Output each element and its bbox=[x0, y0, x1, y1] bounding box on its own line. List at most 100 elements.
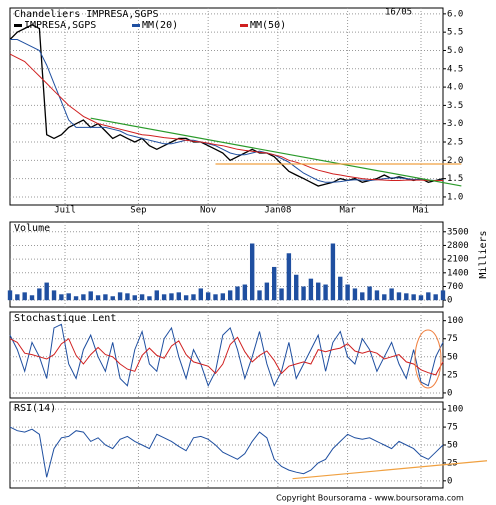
y-tick-label: 100 bbox=[447, 405, 463, 415]
bar bbox=[440, 290, 446, 301]
y-tick-label: 2800 bbox=[447, 241, 469, 251]
bar bbox=[117, 292, 123, 301]
bar bbox=[345, 284, 350, 301]
bar bbox=[37, 288, 42, 301]
bar bbox=[242, 284, 248, 301]
bar bbox=[404, 293, 409, 301]
y-tick-label: 50 bbox=[447, 352, 458, 362]
y-tick-label: 1400 bbox=[447, 268, 469, 278]
bar bbox=[352, 288, 358, 301]
legend-swatch bbox=[240, 24, 248, 27]
x-tick-label: Sep bbox=[130, 206, 146, 216]
y-tick-label: 3500 bbox=[447, 227, 469, 237]
y-tick-label: 100 bbox=[447, 316, 463, 326]
bar bbox=[235, 286, 240, 301]
y-tick-label: 2.0 bbox=[447, 156, 463, 166]
x-tick-label: Mar bbox=[339, 206, 356, 216]
y-tick-label: 3.0 bbox=[447, 119, 463, 129]
bar bbox=[95, 295, 101, 301]
bar bbox=[205, 292, 211, 301]
bar bbox=[15, 294, 20, 301]
bar bbox=[220, 293, 226, 301]
bar bbox=[7, 290, 13, 301]
bar bbox=[22, 292, 27, 301]
series-line bbox=[10, 39, 444, 183]
panel-frame bbox=[9, 7, 444, 206]
bar bbox=[264, 282, 270, 301]
x-tick-label: Jan08 bbox=[264, 206, 291, 216]
bar bbox=[176, 292, 181, 301]
y-axis-label: Milliers bbox=[478, 230, 489, 278]
bar bbox=[59, 294, 64, 301]
bar bbox=[382, 294, 387, 301]
bar bbox=[426, 292, 431, 301]
bar bbox=[161, 294, 167, 301]
bar bbox=[198, 288, 204, 301]
bar bbox=[110, 296, 115, 301]
x-tick-label: Juil bbox=[54, 206, 76, 216]
footer: Copyright Boursorama - www.boursorama.co… bbox=[276, 494, 464, 503]
bar bbox=[191, 294, 196, 301]
y-tick-label: 5.0 bbox=[447, 46, 463, 56]
y-tick-label: 75 bbox=[447, 423, 458, 433]
bar bbox=[360, 292, 365, 301]
y-tick-label: 700 bbox=[447, 282, 463, 292]
bar bbox=[389, 288, 394, 301]
bar bbox=[294, 274, 299, 301]
y-tick-label: 1.5 bbox=[447, 174, 463, 184]
bar bbox=[396, 292, 402, 301]
bar bbox=[338, 276, 343, 301]
panel-title: Chandeliers IMPRESA,SGPS bbox=[14, 9, 159, 20]
panel-title: Stochastique Lent bbox=[14, 313, 116, 324]
y-tick-label: 4.5 bbox=[447, 64, 463, 74]
bar bbox=[29, 295, 35, 301]
y-tick-label: 0 bbox=[447, 296, 452, 306]
bar bbox=[316, 282, 321, 301]
bar bbox=[301, 286, 306, 301]
series-line bbox=[9, 336, 444, 376]
series-line bbox=[9, 426, 444, 478]
bar bbox=[103, 294, 108, 301]
y-tick-label: 5.5 bbox=[447, 28, 463, 38]
y-tick-label: 50 bbox=[447, 441, 458, 451]
legend-label: MM(20) bbox=[142, 20, 178, 31]
series-line bbox=[9, 323, 444, 387]
bar bbox=[330, 243, 336, 301]
legend-label: IMPRESA,SGPS bbox=[24, 20, 96, 31]
legend-swatch bbox=[132, 24, 140, 27]
bar bbox=[44, 282, 49, 301]
x-tick-label: Nov bbox=[200, 206, 216, 216]
bar bbox=[367, 286, 372, 301]
y-tick-label: 3.5 bbox=[447, 101, 463, 111]
bar bbox=[411, 294, 416, 301]
bar bbox=[183, 295, 189, 301]
date-label: 16/05 bbox=[385, 8, 412, 18]
bar bbox=[286, 253, 292, 301]
highlight-ellipse bbox=[414, 329, 442, 389]
panel-title: RSI(14) bbox=[14, 403, 56, 414]
trend-line bbox=[90, 117, 462, 187]
bar bbox=[257, 290, 262, 301]
y-tick-label: 6.0 bbox=[447, 9, 463, 19]
bar bbox=[323, 284, 328, 301]
bar bbox=[125, 293, 130, 301]
y-tick-label: 2100 bbox=[447, 255, 469, 265]
legend-swatch bbox=[14, 24, 22, 27]
bar bbox=[433, 294, 438, 301]
series-line bbox=[9, 53, 443, 181]
bar bbox=[66, 293, 71, 301]
bar bbox=[147, 296, 152, 301]
bar bbox=[73, 296, 79, 301]
legend-label: MM(50) bbox=[250, 20, 286, 31]
bar bbox=[132, 295, 137, 301]
bar bbox=[279, 288, 284, 301]
bar bbox=[51, 290, 57, 301]
y-tick-label: 1.0 bbox=[447, 192, 463, 202]
bar bbox=[418, 295, 424, 301]
y-tick-label: 75 bbox=[447, 334, 458, 344]
bar bbox=[308, 278, 314, 301]
bar bbox=[81, 294, 86, 301]
bar bbox=[154, 290, 159, 301]
panel-title: Volume bbox=[14, 223, 50, 234]
